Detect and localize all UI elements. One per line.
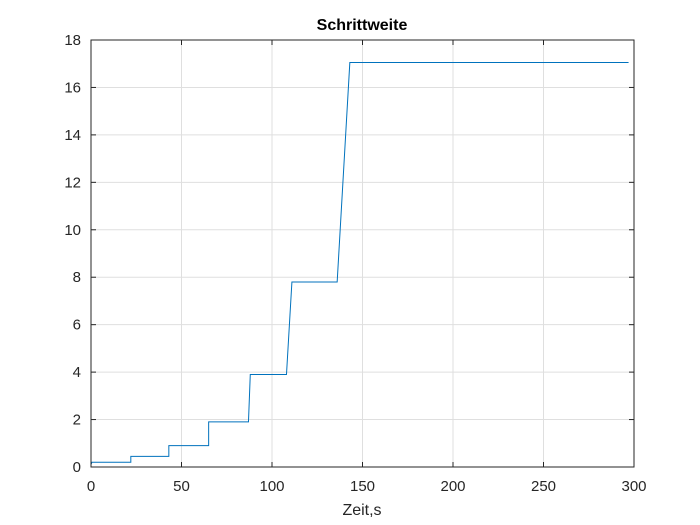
chart-title: Schrittweite xyxy=(317,17,408,34)
series-line xyxy=(90,62,629,465)
y-tick-label: 14 xyxy=(64,127,81,144)
x-tick-label: 250 xyxy=(531,478,556,495)
y-tick-label: 12 xyxy=(64,174,81,191)
y-tick-label: 16 xyxy=(64,79,81,96)
y-tick-label: 6 xyxy=(73,317,81,334)
y-tick-label: 18 xyxy=(64,32,81,49)
y-tick-label: 0 xyxy=(73,459,81,476)
ticks: 0 50 100 150 200 250 300 0 2 4 6 8 10 12 14 16 18 xyxy=(64,32,646,495)
y-tick-label: 4 xyxy=(73,364,81,381)
x-tick-label: 50 xyxy=(173,478,190,495)
x-tick-label: 100 xyxy=(259,478,284,495)
y-tick-label: 10 xyxy=(64,222,81,239)
grid xyxy=(91,40,634,467)
x-tick-label: 300 xyxy=(621,478,646,495)
x-tick-label: 200 xyxy=(440,478,465,495)
y-tick-label: 8 xyxy=(73,269,81,286)
y-tick-label: 2 xyxy=(73,412,81,429)
x-tick-label: 0 xyxy=(87,478,95,495)
x-tick-label: 150 xyxy=(350,478,375,495)
data-layer xyxy=(90,62,629,465)
x-axis-label: Zeit,s xyxy=(342,502,381,519)
